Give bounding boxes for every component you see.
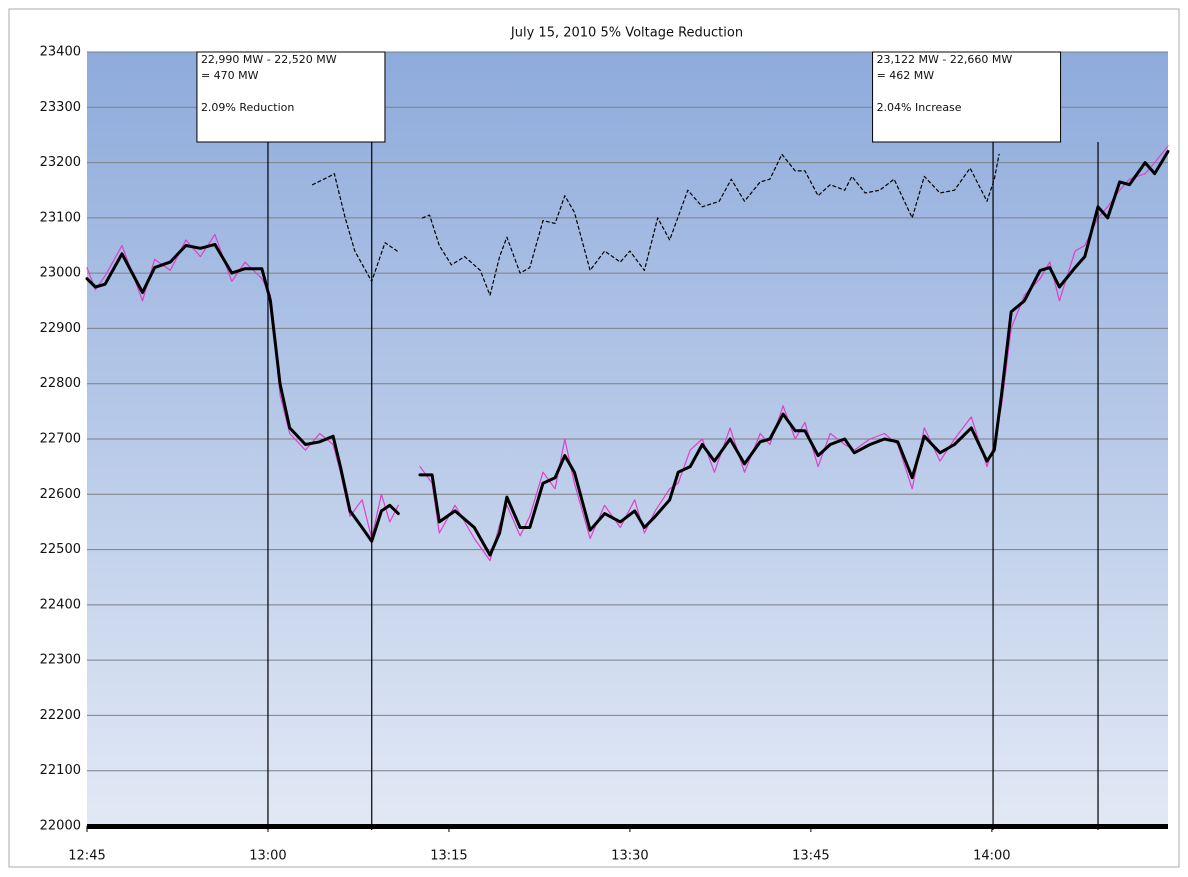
y-tick-label: 22200: [40, 708, 81, 723]
series-line: [85, 150, 1170, 557]
annotation-text: 23,122 MW - 22,660 MW: [877, 53, 1013, 66]
x-tick-label: 13:15: [430, 849, 467, 864]
y-tick-label: 23100: [40, 210, 81, 225]
y-tick-label: 23200: [40, 155, 81, 170]
x-tick-label: 13:45: [792, 849, 829, 864]
series-line: [312, 153, 1000, 296]
x-tick-label: 13:00: [249, 849, 286, 864]
y-tick-label: 23000: [40, 266, 81, 281]
annotation-box: [872, 51, 1062, 143]
x-tick-label: 13:30: [611, 849, 648, 864]
annotation-text: = 462 MW: [877, 69, 935, 82]
y-tick-label: 23400: [40, 45, 81, 60]
x-axis: [87, 824, 1168, 829]
y-tick-label: 22400: [40, 597, 81, 612]
y-tick-label: 22600: [40, 487, 81, 502]
chart-title: July 15, 2010 5% Voltage Reduction: [510, 26, 743, 41]
x-tick-label: 12:45: [68, 849, 105, 864]
y-tick-label: 22100: [40, 763, 81, 778]
annotation-text: 2.04% Increase: [877, 101, 962, 114]
annotation-text: = 470 MW: [201, 69, 259, 82]
y-tick-label: 22800: [40, 376, 81, 391]
y-tick-label: 22300: [40, 653, 81, 668]
annotation-text: 2.09% Reduction: [201, 101, 294, 114]
y-tick-label: 22000: [40, 819, 81, 834]
annotation-box: [196, 51, 386, 143]
y-tick-label: 22500: [40, 542, 81, 557]
x-tick-label: 14:00: [973, 849, 1010, 864]
y-tick-label: 22900: [40, 321, 81, 336]
y-tick-label: 23300: [40, 100, 81, 115]
annotation-text: 22,990 MW - 22,520 MW: [201, 53, 337, 66]
y-tick-label: 22700: [40, 432, 81, 447]
